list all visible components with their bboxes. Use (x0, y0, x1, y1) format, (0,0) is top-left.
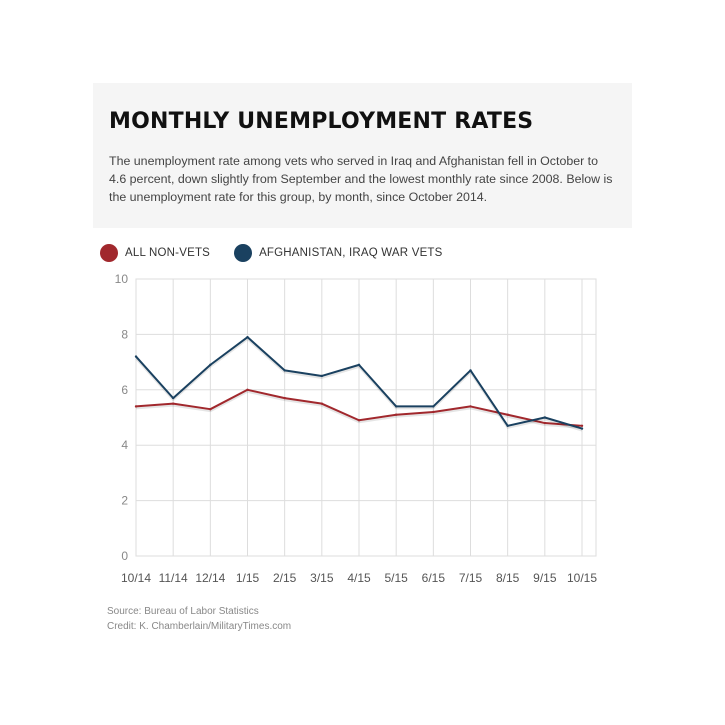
x-tick-label: 2/15 (273, 571, 297, 585)
data-point-non-vets (171, 402, 175, 405)
legend-item-non-vets: ALL NON-VETS (100, 244, 210, 262)
chart-description: The unemployment rate among vets who ser… (109, 154, 613, 204)
legend-label-non-vets: ALL NON-VETS (125, 247, 211, 259)
chart-header: MONTHLY UNEMPLOYMENT RATES The unemploym… (93, 83, 632, 228)
x-tick-label: 8/15 (496, 571, 520, 585)
plot-frame (135, 278, 597, 557)
legend-item-war-vets: AFGHANISTAN, IRAQ WAR VETS (234, 244, 442, 262)
data-point-war-vets (209, 363, 212, 367)
chart-title: MONTHLY UNEMPLOYMENT RATES (109, 109, 534, 134)
data-point-war-vets (469, 369, 472, 372)
data-point-non-vets (357, 419, 361, 422)
data-point-war-vets (543, 416, 547, 419)
legend-swatch-war-vets (234, 244, 253, 262)
data-point-war-vets (134, 355, 138, 358)
y-tick-label: 2 (121, 494, 128, 508)
data-point-war-vets (283, 369, 286, 372)
data-point-non-vets (469, 405, 472, 408)
x-tick-label: 6/15 (422, 571, 446, 585)
source-note: Source: Bureau of Labor Statistics (107, 606, 259, 617)
data-point-war-vets (432, 405, 435, 408)
data-point-non-vets (320, 402, 324, 405)
x-tick-label: 10/15 (567, 571, 597, 585)
data-point-non-vets (506, 413, 509, 416)
data-point-war-vets (506, 424, 509, 428)
x-tick-label: 7/15 (459, 571, 483, 585)
y-tick-label: 10 (115, 272, 129, 286)
data-point-war-vets (320, 374, 324, 378)
x-tick-label: 1/15 (236, 571, 260, 585)
y-tick-label: 4 (121, 438, 128, 452)
credit-note: Credit: K. Chamberlain/MilitaryTimes.com (107, 621, 292, 632)
legend-swatch-non-vets (100, 244, 118, 262)
data-point-non-vets (134, 405, 138, 408)
x-tick-label: 3/15 (310, 571, 334, 585)
data-point-non-vets (580, 424, 584, 428)
series-shadow (135, 390, 583, 429)
legend-label-war-vets: AFGHANISTAN, IRAQ WAR VETS (259, 247, 443, 259)
data-point-war-vets (394, 405, 398, 408)
data-point-war-vets (246, 335, 249, 339)
x-tick-label: 5/15 (384, 571, 408, 585)
y-tick-label: 6 (121, 383, 128, 397)
x-tick-label: 9/15 (533, 571, 557, 585)
chart-footer: Source: Bureau of Labor Statistics Credi… (107, 604, 291, 634)
data-point-non-vets (543, 421, 547, 425)
data-point-non-vets (246, 388, 249, 391)
x-tick-label: 10/14 (121, 571, 151, 585)
data-point-non-vets (394, 413, 398, 416)
x-tick-label: 4/15 (347, 571, 371, 585)
x-tick-label: 12/14 (195, 571, 225, 585)
data-point-non-vets (209, 407, 212, 411)
data-point-war-vets (357, 363, 361, 367)
data-point-war-vets (171, 396, 175, 400)
data-point-non-vets (432, 410, 435, 414)
y-tick-label: 8 (121, 327, 128, 341)
data-point-non-vets (283, 396, 286, 400)
x-tick-label: 11/14 (159, 571, 188, 585)
chart-legend: ALL NON-VETS AFGHANISTAN, IRAQ WAR VETS (100, 243, 467, 263)
data-point-war-vets (580, 427, 584, 430)
series-shadow (135, 338, 583, 432)
y-tick-label: 0 (121, 549, 128, 563)
